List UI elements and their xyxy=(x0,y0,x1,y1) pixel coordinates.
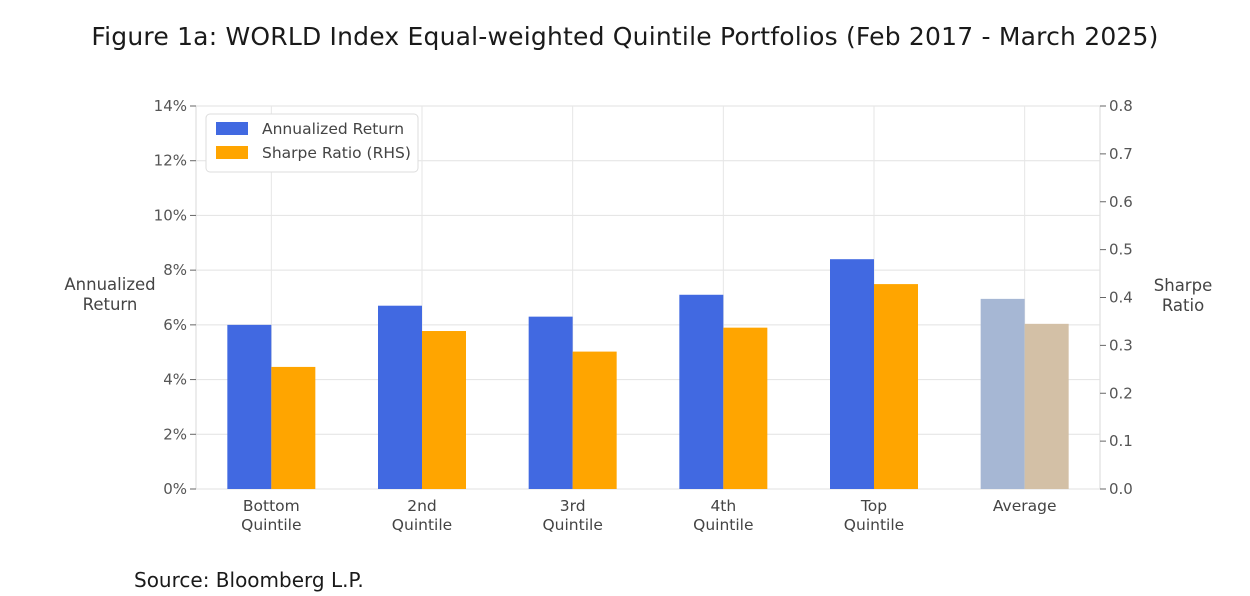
category-label-line: Bottom xyxy=(243,497,300,515)
category-label: Top Quintile xyxy=(844,497,904,534)
bars-layer xyxy=(227,259,1069,489)
left-tick-label: 4% xyxy=(163,371,187,389)
category-label-line: Top xyxy=(860,497,887,515)
left-tick-label: 0% xyxy=(163,480,187,498)
category-label-line: Quintile xyxy=(392,516,452,534)
left-tick-label: 12% xyxy=(154,152,187,170)
left-tick-label: 2% xyxy=(163,425,187,443)
right-tick-label: 0.2 xyxy=(1109,384,1133,402)
right-tick-label: 0.4 xyxy=(1109,289,1133,307)
category-label-line: Quintile xyxy=(693,516,753,534)
y-right-axis-title: Sharpe Ratio xyxy=(1154,276,1212,315)
bar-return xyxy=(227,324,272,489)
bar-return xyxy=(830,259,874,489)
category-label: 3rd Quintile xyxy=(542,497,602,534)
category-label: Bottom Quintile xyxy=(241,497,301,534)
axis-title-line: Sharpe xyxy=(1154,276,1212,295)
right-tick-label: 0.6 xyxy=(1109,193,1133,211)
category-label-line: Average xyxy=(993,497,1057,515)
y-left-axis-title: Annualized Return xyxy=(64,275,155,314)
category-label-line: Quintile xyxy=(241,516,301,534)
bar-sharpe xyxy=(723,327,768,489)
bar-sharpe xyxy=(1024,323,1069,489)
left-tick-label: 6% xyxy=(163,316,187,334)
axis-title-line: Annualized xyxy=(64,275,155,294)
category-label-line: 2nd xyxy=(407,497,437,515)
chart-title: Figure 1a: WORLD Index Equal-weighted Qu… xyxy=(91,22,1159,51)
right-tick-label: 0.0 xyxy=(1109,480,1133,498)
bar-sharpe xyxy=(874,284,918,489)
category-label-line: 3rd xyxy=(560,497,586,515)
left-tick-label: 14% xyxy=(154,97,187,115)
bar-return xyxy=(679,294,724,489)
legend-label: Annualized Return xyxy=(262,120,404,138)
axis-title-line: Ratio xyxy=(1162,296,1204,315)
axes-layer: 0% 2% 4% 6% 8% 10% 12% 14% 0.0 0.1 0.2 0.3 0.4 0.5 0.6… xyxy=(64,97,1212,534)
right-tick-label: 0.1 xyxy=(1109,432,1133,450)
category-label-line: 4th xyxy=(710,497,736,515)
bar-return xyxy=(378,305,422,489)
legend-swatch xyxy=(216,146,248,159)
legend-box xyxy=(205,113,419,173)
legend: Annualized Return Sharpe Ratio (RHS) xyxy=(205,113,419,173)
category-label-line: Quintile xyxy=(542,516,602,534)
axis-title-line: Return xyxy=(83,295,138,314)
source-note: Source: Bloomberg L.P. xyxy=(134,568,364,592)
bar-return xyxy=(980,298,1025,489)
right-tick-label: 0.5 xyxy=(1109,241,1133,259)
legend-label: Sharpe Ratio (RHS) xyxy=(262,144,411,162)
category-label: Average xyxy=(993,497,1057,515)
left-tick-label: 8% xyxy=(163,261,187,279)
right-tick-label: 0.3 xyxy=(1109,336,1133,354)
left-tick-label: 10% xyxy=(154,206,187,224)
category-label: 2nd Quintile xyxy=(392,497,452,534)
legend-swatch xyxy=(216,122,248,135)
bar-sharpe xyxy=(572,351,617,489)
category-label-line: Quintile xyxy=(844,516,904,534)
bar-sharpe xyxy=(271,366,316,489)
bar-sharpe xyxy=(422,331,466,489)
bar-return xyxy=(528,316,573,489)
right-tick-label: 0.8 xyxy=(1109,97,1133,115)
category-label: 4th Quintile xyxy=(693,497,753,534)
right-tick-label: 0.7 xyxy=(1109,145,1133,163)
